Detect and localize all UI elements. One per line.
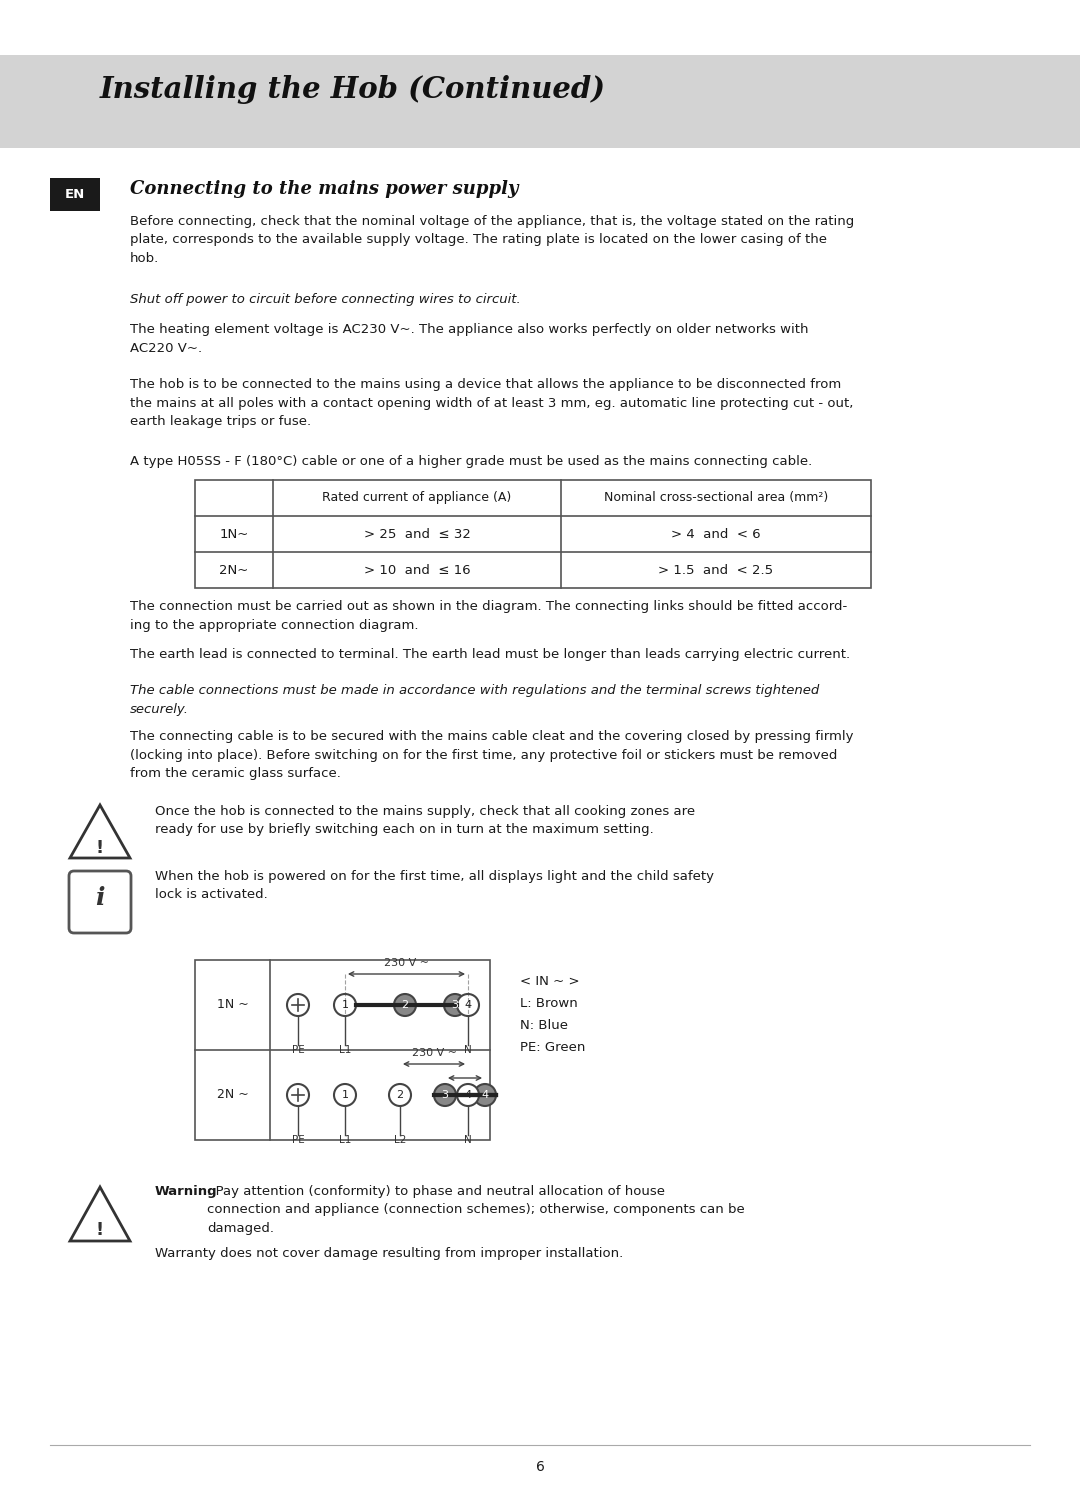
Text: 1N ~: 1N ~	[217, 999, 248, 1012]
Text: Connecting to the mains power supply: Connecting to the mains power supply	[130, 180, 518, 198]
Text: L2: L2	[394, 1135, 406, 1146]
Text: PE: PE	[292, 1135, 305, 1146]
Text: : Pay attention (conformity) to phase and neutral allocation of house
connection: : Pay attention (conformity) to phase an…	[207, 1184, 745, 1235]
Polygon shape	[70, 805, 130, 857]
Text: 230 V ~: 230 V ~	[384, 958, 429, 967]
Circle shape	[457, 994, 480, 1016]
Text: 2N~: 2N~	[219, 563, 248, 577]
Text: The hob is to be connected to the mains using a device that allows the appliance: The hob is to be connected to the mains …	[130, 377, 853, 428]
FancyBboxPatch shape	[69, 871, 131, 933]
Bar	[195, 960, 490, 1140]
Circle shape	[334, 994, 356, 1016]
Text: 1: 1	[341, 1000, 349, 1010]
Text: Shut off power to circuit before connecting wires to circuit.: Shut off power to circuit before connect…	[130, 293, 521, 306]
Text: 2: 2	[402, 1000, 408, 1010]
Text: The connection must be carried out as shown in the diagram. The connecting links: The connection must be carried out as sh…	[130, 600, 847, 632]
Text: L1: L1	[339, 1135, 351, 1146]
Text: 1N~: 1N~	[219, 528, 248, 541]
Text: L: Brown: L: Brown	[519, 997, 578, 1010]
Text: Rated current of appliance (A): Rated current of appliance (A)	[322, 492, 512, 505]
Circle shape	[394, 994, 416, 1016]
Polygon shape	[70, 1187, 130, 1241]
Text: 2: 2	[396, 1091, 404, 1100]
Circle shape	[474, 1083, 496, 1106]
Text: i: i	[95, 886, 105, 909]
Text: Before connecting, check that the nominal voltage of the appliance, that is, the: Before connecting, check that the nomina…	[130, 215, 854, 265]
Text: N: N	[464, 1045, 472, 1055]
Text: 6: 6	[536, 1461, 544, 1474]
Text: 4: 4	[464, 1000, 472, 1010]
Circle shape	[444, 994, 465, 1016]
Text: A type H05SS - F (180°C) cable or one of a higher grade must be used as the main: A type H05SS - F (180°C) cable or one of…	[130, 455, 812, 468]
Text: N: N	[464, 1135, 472, 1146]
Text: The cable connections must be made in accordance with regulations and the termin: The cable connections must be made in ac…	[130, 684, 820, 715]
Text: PE: PE	[292, 1045, 305, 1055]
Text: > 1.5  and  < 2.5: > 1.5 and < 2.5	[659, 563, 773, 577]
Circle shape	[434, 1083, 456, 1106]
Text: < IN ~ >: < IN ~ >	[519, 975, 580, 988]
Text: Nominal cross-sectional area (mm²): Nominal cross-sectional area (mm²)	[604, 492, 828, 505]
Text: > 25  and  ≤ 32: > 25 and ≤ 32	[364, 528, 471, 541]
Text: The connecting cable is to be secured with the mains cable cleat and the coverin: The connecting cable is to be secured wi…	[130, 730, 853, 780]
Text: 1: 1	[341, 1091, 349, 1100]
Text: !: !	[96, 840, 104, 857]
Text: 230 V ~: 230 V ~	[411, 1048, 457, 1058]
Bar	[195, 480, 870, 588]
Bar	[50, 178, 100, 211]
Text: Once the hob is connected to the mains supply, check that all cooking zones are
: Once the hob is connected to the mains s…	[156, 805, 696, 837]
Text: The heating element voltage is AC230 V~. The appliance also works perfectly on o: The heating element voltage is AC230 V~.…	[130, 322, 809, 355]
Circle shape	[389, 1083, 411, 1106]
Text: > 10  and  ≤ 16: > 10 and ≤ 16	[364, 563, 470, 577]
Text: 2N ~: 2N ~	[217, 1089, 248, 1101]
Text: 4: 4	[482, 1091, 488, 1100]
Text: When the hob is powered on for the first time, all displays light and the child : When the hob is powered on for the first…	[156, 869, 714, 902]
Circle shape	[287, 1083, 309, 1106]
Bar	[0, 55, 1080, 149]
Text: 3: 3	[451, 1000, 459, 1010]
Text: L1: L1	[339, 1045, 351, 1055]
Text: The earth lead is connected to terminal. The earth lead must be longer than lead: The earth lead is connected to terminal.…	[130, 648, 850, 661]
Text: > 4  and  < 6: > 4 and < 6	[671, 528, 760, 541]
Text: 3: 3	[442, 1091, 448, 1100]
Text: Installing the Hob (Continued): Installing the Hob (Continued)	[100, 74, 606, 104]
Text: Warning: Warning	[156, 1184, 218, 1198]
Text: Warranty does not cover damage resulting from improper installation.: Warranty does not cover damage resulting…	[156, 1247, 623, 1260]
Text: EN: EN	[65, 189, 85, 201]
Text: PE: Green: PE: Green	[519, 1042, 585, 1054]
Circle shape	[457, 1083, 480, 1106]
Circle shape	[287, 994, 309, 1016]
Circle shape	[334, 1083, 356, 1106]
Text: !: !	[96, 1221, 104, 1239]
Text: 4: 4	[464, 1091, 472, 1100]
Text: N: Blue: N: Blue	[519, 1019, 568, 1031]
